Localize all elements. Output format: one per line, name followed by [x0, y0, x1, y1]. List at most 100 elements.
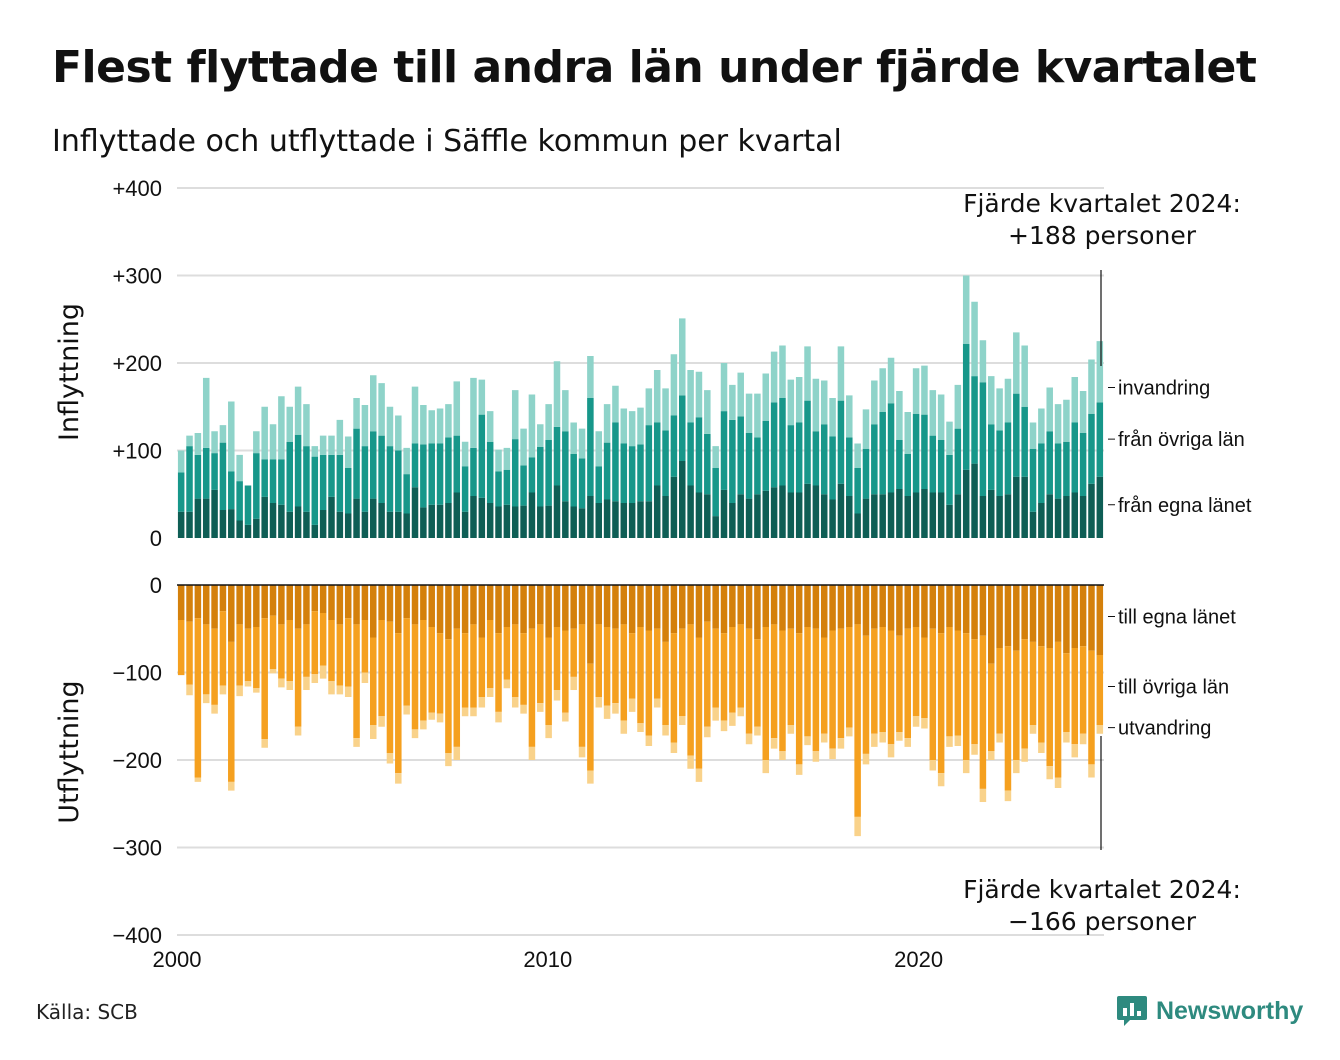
bar-inflow-2 — [278, 396, 285, 460]
bar-inflow-0 — [670, 476, 678, 538]
bar-inflow-0 — [511, 506, 519, 538]
bar-outflow-0 — [762, 585, 770, 627]
bar-inflow-2 — [219, 425, 227, 443]
bar-outflow-2 — [311, 674, 319, 683]
bar-outflow-2 — [595, 697, 602, 708]
bar-outflow-1 — [687, 624, 694, 756]
bar-inflow-0 — [236, 520, 243, 538]
bar-inflow-2 — [511, 390, 519, 440]
bar-outflow-2 — [988, 751, 995, 760]
bar-inflow-0 — [770, 487, 778, 538]
bar-inflow-1 — [887, 403, 895, 493]
bar-inflow-0 — [278, 504, 285, 538]
bar-outflow-0 — [420, 585, 427, 620]
bar-outflow-1 — [202, 624, 210, 695]
bar-outflow-2 — [637, 723, 644, 732]
bar-inflow-1 — [1029, 448, 1037, 512]
bar-outflow-1 — [177, 620, 185, 676]
bar-inflow-0 — [1038, 503, 1045, 538]
bar-inflow-0 — [779, 485, 786, 538]
bar-outflow-0 — [946, 585, 953, 627]
bar-outflow-2 — [695, 768, 703, 782]
bar-inflow-0 — [1004, 494, 1012, 538]
bar-outflow-0 — [1013, 585, 1020, 651]
bar-inflow-0 — [921, 489, 928, 538]
bar-inflow-1 — [461, 466, 469, 512]
bar-outflow-1 — [812, 628, 820, 752]
bar-outflow-0 — [495, 585, 502, 634]
bar-inflow-1 — [929, 435, 937, 493]
bar-inflow-1 — [311, 456, 319, 525]
bar-outflow-2 — [770, 738, 778, 749]
bar-outflow-0 — [745, 585, 753, 629]
bar-outflow-0 — [319, 585, 327, 613]
bar-inflow-2 — [887, 357, 895, 404]
bar-outflow-2 — [879, 732, 886, 743]
bar-inflow-1 — [570, 454, 577, 507]
bar-inflow-1 — [553, 426, 561, 486]
bar-outflow-0 — [587, 585, 594, 664]
bar-inflow-1 — [545, 440, 552, 506]
bar-inflow-0 — [186, 511, 193, 538]
bar-outflow-1 — [470, 624, 477, 708]
bar-inflow-2 — [946, 421, 953, 455]
bar-inflow-1 — [319, 454, 327, 511]
bar-outflow-2 — [219, 685, 227, 695]
bar-inflow-2 — [1038, 408, 1045, 444]
bar-outflow-0 — [520, 585, 527, 634]
bar-inflow-1 — [879, 412, 886, 495]
bar-outflow-2 — [1096, 725, 1104, 734]
bar-inflow-2 — [695, 371, 703, 418]
bar-inflow-0 — [887, 492, 895, 538]
bar-inflow-2 — [1088, 359, 1095, 414]
bar-inflow-0 — [520, 505, 527, 539]
bar-outflow-0 — [603, 585, 611, 627]
bar-inflow-2 — [1071, 377, 1079, 423]
bar-inflow-2 — [528, 394, 536, 458]
bar-inflow-1 — [361, 446, 369, 512]
bar-outflow-1 — [411, 624, 419, 730]
bar-outflow-1 — [929, 628, 937, 760]
bar-outflow-2 — [1054, 777, 1062, 788]
bar-outflow-0 — [912, 585, 920, 627]
bar-outflow-1 — [562, 630, 569, 713]
bar-outflow-0 — [194, 585, 202, 619]
series-label-inflow-0: från egna länet — [1118, 495, 1252, 517]
bar-outflow-2 — [1071, 744, 1079, 758]
bar-inflow-2 — [804, 346, 811, 401]
bar-inflow-0 — [303, 511, 310, 538]
bar-inflow-0 — [587, 496, 594, 538]
bar-outflow-0 — [411, 585, 419, 625]
bar-outflow-2 — [887, 744, 895, 758]
speech-bubble-bar-chart-icon — [1117, 996, 1147, 1026]
bar-outflow-0 — [428, 585, 435, 627]
bar-outflow-0 — [336, 585, 344, 625]
bar-outflow-2 — [829, 748, 836, 760]
bar-inflow-1 — [1071, 422, 1079, 493]
bar-outflow-2 — [587, 770, 594, 784]
bar-inflow-0 — [470, 496, 477, 538]
bar-inflow-1 — [695, 417, 703, 493]
bar-outflow-1 — [637, 627, 644, 724]
bar-inflow-2 — [186, 435, 193, 447]
bar-inflow-0 — [595, 503, 602, 538]
bar-inflow-1 — [503, 469, 511, 505]
bar-inflow-2 — [411, 386, 419, 444]
bar-outflow-2 — [511, 697, 519, 708]
bar-outflow-1 — [578, 624, 586, 747]
bar-inflow-0 — [344, 513, 352, 538]
series-label-outflow-2: utvandring — [1118, 718, 1211, 740]
bar-inflow-2 — [1054, 404, 1062, 444]
bar-outflow-2 — [1038, 742, 1045, 753]
bar-outflow-1 — [545, 637, 552, 725]
bar-inflow-2 — [1029, 422, 1037, 449]
bar-inflow-2 — [378, 383, 385, 436]
bar-outflow-1 — [670, 633, 678, 743]
bar-outflow-0 — [620, 585, 628, 625]
bar-outflow-2 — [278, 678, 285, 688]
bar-outflow-2 — [837, 738, 845, 749]
bar-inflow-2 — [370, 375, 377, 432]
newsworthy-logo: Newsworthy — [1116, 994, 1303, 1028]
bar-inflow-2 — [720, 363, 728, 412]
bar-outflow-2 — [704, 726, 711, 738]
